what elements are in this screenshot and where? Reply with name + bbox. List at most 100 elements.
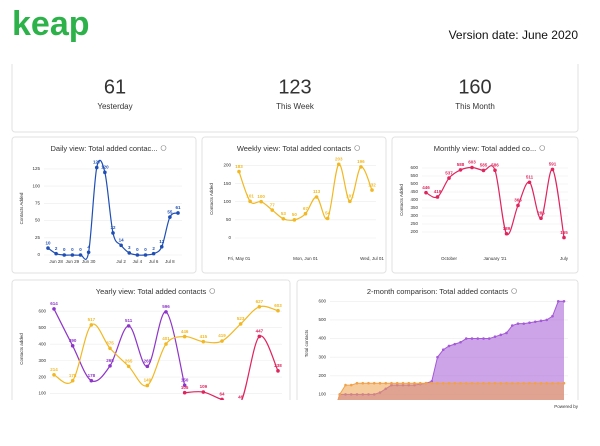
- point: [378, 381, 382, 385]
- point: [533, 320, 537, 324]
- point: [333, 412, 336, 415]
- data-label: 588: [457, 162, 465, 167]
- stat-value: 123: [278, 76, 311, 98]
- point: [62, 253, 67, 257]
- data-label: 189: [503, 226, 511, 231]
- chart-title: Weekly view: Total added contacts: [237, 144, 352, 153]
- data-label: 447: [256, 329, 264, 334]
- point: [78, 253, 83, 257]
- point: [528, 381, 531, 385]
- point: [111, 231, 115, 235]
- data-label: 415: [200, 334, 208, 339]
- point: [453, 381, 457, 385]
- data-label: 3: [128, 245, 131, 250]
- point: [482, 381, 485, 385]
- point: [562, 381, 566, 385]
- point: [372, 381, 376, 385]
- y-tick-label: 75: [35, 201, 41, 206]
- point: [355, 381, 359, 385]
- point: [476, 381, 480, 385]
- y-tick-label: 125: [32, 166, 40, 171]
- data-label: 265: [125, 359, 133, 364]
- data-label: 10: [45, 240, 51, 245]
- point: [344, 383, 347, 387]
- point: [458, 168, 463, 172]
- y-axis-label: Total contacts: [304, 329, 309, 357]
- point: [248, 199, 252, 204]
- chart-title: 2-month comparison: Total added contacts: [367, 287, 508, 296]
- chart-card: [11, 279, 291, 400]
- point: [522, 322, 526, 325]
- x-tick-label: Wed, Jul 01: [360, 256, 384, 261]
- data-label: 100: [257, 194, 265, 199]
- point: [108, 346, 112, 351]
- y-tick-label: 25: [35, 235, 41, 240]
- point: [182, 334, 187, 339]
- data-label: 596: [162, 304, 170, 309]
- data-label: 53: [281, 211, 287, 216]
- y-tick-label: 0: [37, 252, 40, 257]
- point: [556, 300, 560, 303]
- chart-card: [391, 136, 579, 274]
- point: [126, 324, 131, 328]
- point: [545, 318, 549, 322]
- chart-title: Daily view: Total added contac...: [50, 144, 157, 153]
- point: [482, 337, 485, 340]
- y-tick-label: 600: [38, 308, 46, 313]
- point: [359, 165, 363, 169]
- x-tick-label: Mon, Jun 01: [293, 256, 318, 261]
- y-axis-label: Contacts Added: [209, 183, 214, 215]
- point: [516, 381, 520, 385]
- point: [505, 381, 508, 385]
- data-label: 366: [514, 198, 522, 203]
- point: [159, 244, 164, 249]
- data-label: 517: [88, 317, 96, 322]
- y-tick-label: 150: [223, 181, 231, 186]
- data-label: 586: [491, 162, 499, 167]
- data-label: 120: [101, 165, 109, 170]
- point: [395, 381, 399, 385]
- point: [70, 253, 75, 257]
- point: [476, 337, 480, 340]
- point: [527, 180, 532, 185]
- point: [516, 203, 520, 208]
- data-label: 446: [422, 185, 430, 190]
- y-tick-label: 300: [410, 213, 418, 218]
- point: [413, 381, 416, 385]
- data-label: 511: [125, 318, 133, 323]
- point: [436, 381, 439, 385]
- data-label: 591: [549, 162, 557, 167]
- point: [127, 251, 132, 255]
- y-tick-label: 100: [32, 183, 40, 188]
- data-label: 203: [335, 157, 343, 162]
- point: [103, 170, 107, 175]
- data-label: 127: [93, 160, 101, 165]
- info-icon: [354, 145, 360, 151]
- point: [539, 216, 543, 221]
- point: [119, 243, 123, 248]
- data-label: 67: [303, 206, 309, 211]
- y-tick-label: 450: [410, 189, 418, 194]
- y-tick-label: 350: [410, 205, 418, 210]
- data-label: 196: [357, 159, 365, 164]
- data-label: 50: [292, 212, 298, 217]
- point: [528, 321, 531, 325]
- point: [89, 378, 94, 383]
- data-label: 101: [346, 194, 354, 199]
- point: [435, 195, 440, 199]
- point: [430, 380, 434, 383]
- data-label: 419: [434, 189, 442, 194]
- point: [164, 342, 168, 346]
- data-label: 614: [50, 301, 58, 306]
- point: [481, 168, 486, 173]
- point: [493, 381, 497, 385]
- y-tick-label: 0: [228, 235, 231, 240]
- point: [325, 216, 330, 221]
- point: [424, 190, 428, 195]
- point: [401, 381, 405, 385]
- point: [487, 337, 491, 340]
- chart-card: [11, 136, 197, 274]
- y-tick-label: 200: [223, 163, 231, 168]
- point: [126, 364, 131, 369]
